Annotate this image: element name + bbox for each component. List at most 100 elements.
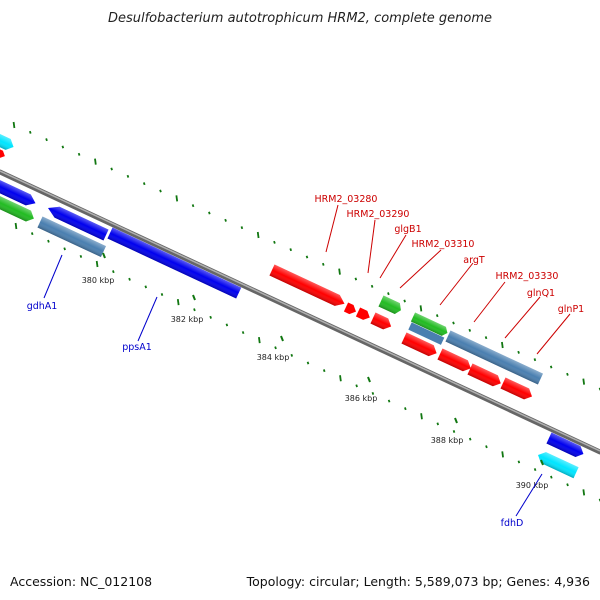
label-HRM2_03290: HRM2_03290 (347, 209, 410, 220)
tick-dot (452, 321, 455, 325)
tick-dot (79, 254, 83, 258)
tick-dot (176, 298, 180, 306)
red-label-leaders (325, 204, 571, 355)
tick-dot (126, 174, 130, 178)
scale-label-388: 388 kbp (431, 436, 464, 445)
backbone (0, 169, 600, 455)
tick-dot (419, 305, 423, 312)
tick-dot (77, 152, 81, 156)
gene-HRM2_03290[interactable] (343, 302, 358, 316)
gene-glgB1-small[interactable] (355, 307, 372, 322)
tick-dot (191, 204, 195, 208)
gene-cyan-partial[interactable] (0, 130, 16, 153)
tick-dot (61, 145, 65, 149)
tick-dot (452, 430, 456, 433)
map-title: Desulfobacterium autotrophicum HRM2, com… (108, 11, 492, 26)
label-glnP1: glnP1 (558, 304, 584, 315)
gene-blue-gdh[interactable] (45, 203, 109, 241)
topology-text: Topology: circular; Length: 5,589,073 bp… (246, 574, 590, 589)
tick-dot (29, 130, 32, 134)
gene-gdhA1[interactable] (37, 216, 106, 258)
gene-red-lower-1[interactable] (401, 332, 439, 359)
tick-dot (225, 323, 229, 327)
tick-dot (209, 315, 212, 319)
tick-dot (370, 284, 374, 288)
tick-dot (160, 293, 164, 296)
tick-dot (339, 375, 342, 382)
tick-dot (582, 489, 586, 496)
gene-green-left[interactable] (0, 194, 36, 224)
tick-dot (468, 328, 472, 332)
tick-dot (193, 308, 196, 312)
tick-dot (566, 372, 569, 376)
tick-dot (517, 460, 521, 464)
gene-fdhD[interactable] (535, 450, 579, 479)
scale-label-390: 390 kbp (516, 481, 549, 490)
tick-dot (420, 413, 423, 420)
scale-ticks (102, 252, 544, 466)
scale-label-380: 380 kbp (82, 276, 115, 285)
tick-dot (485, 445, 488, 449)
gene-glnQ1[interactable] (437, 348, 473, 374)
label-HRM2_03330: HRM2_03330 (496, 271, 559, 282)
label-glgB1: glgB1 (394, 224, 421, 235)
tick-dot (355, 384, 358, 388)
scale-label-384: 384 kbp (257, 353, 290, 362)
tick-dot (47, 239, 50, 243)
gene-red-partial[interactable] (0, 147, 7, 159)
tick-dot (274, 346, 277, 350)
tick-dot (435, 314, 439, 318)
blue-label-leaders (43, 254, 543, 517)
tick-dot (14, 222, 18, 230)
gene-HRM2_03310[interactable] (378, 295, 403, 316)
tick-dot (371, 391, 375, 395)
tick-dot (63, 247, 66, 251)
tick-dot (533, 468, 537, 472)
gene-HRM2_03330[interactable] (445, 330, 543, 385)
tick-dot (240, 226, 244, 230)
tick-dot (256, 231, 260, 239)
tick-dot (501, 341, 504, 349)
gene-blue-left[interactable] (0, 177, 38, 209)
scale-label-386: 386 kbp (345, 394, 378, 403)
gene-argT[interactable] (410, 312, 450, 337)
tick-dot (258, 337, 261, 344)
tick-dot (94, 158, 97, 165)
label-glnQ1: glnQ1 (527, 288, 555, 299)
label-HRM2_03280: HRM2_03280 (315, 194, 378, 205)
gene-glgB1[interactable] (370, 312, 393, 332)
tick-dot (354, 277, 358, 281)
tick-dot (338, 268, 341, 275)
tick-dot (112, 270, 115, 274)
tick-dot (110, 167, 113, 171)
label-gdhA1: gdhA1 (27, 301, 58, 312)
tick-dot (144, 285, 148, 289)
tick-dot (403, 299, 406, 303)
tick-dot (159, 189, 162, 193)
tick-dot (175, 195, 179, 202)
tick-dot (322, 262, 325, 266)
tick-dot (305, 255, 309, 259)
tick-dot (387, 292, 390, 296)
tick-dot (404, 407, 407, 411)
scale-label-382: 382 kbp (171, 315, 204, 324)
tick-dot (566, 483, 569, 487)
gene-glnP1[interactable] (467, 363, 503, 389)
tick-dot (322, 369, 326, 373)
label-fdhD: fdhD (501, 518, 524, 529)
gene-red-lower-4[interactable] (500, 377, 534, 402)
gene-blue-right[interactable] (546, 432, 586, 460)
tick-dot (436, 422, 440, 426)
accession-text: Accession: NC_012108 (10, 574, 152, 589)
tick-dot (142, 182, 146, 186)
tick-dot (128, 277, 131, 281)
tick-dot (517, 350, 520, 354)
tick-dot (582, 378, 586, 385)
tick-dot (468, 437, 472, 441)
label-HRM2_03310: HRM2_03310 (412, 239, 475, 250)
gene-ppsA1[interactable] (107, 227, 242, 299)
gene-argT-steel[interactable] (408, 322, 445, 345)
gene-HRM2_03280[interactable] (269, 264, 347, 310)
tick-dot (501, 451, 504, 458)
